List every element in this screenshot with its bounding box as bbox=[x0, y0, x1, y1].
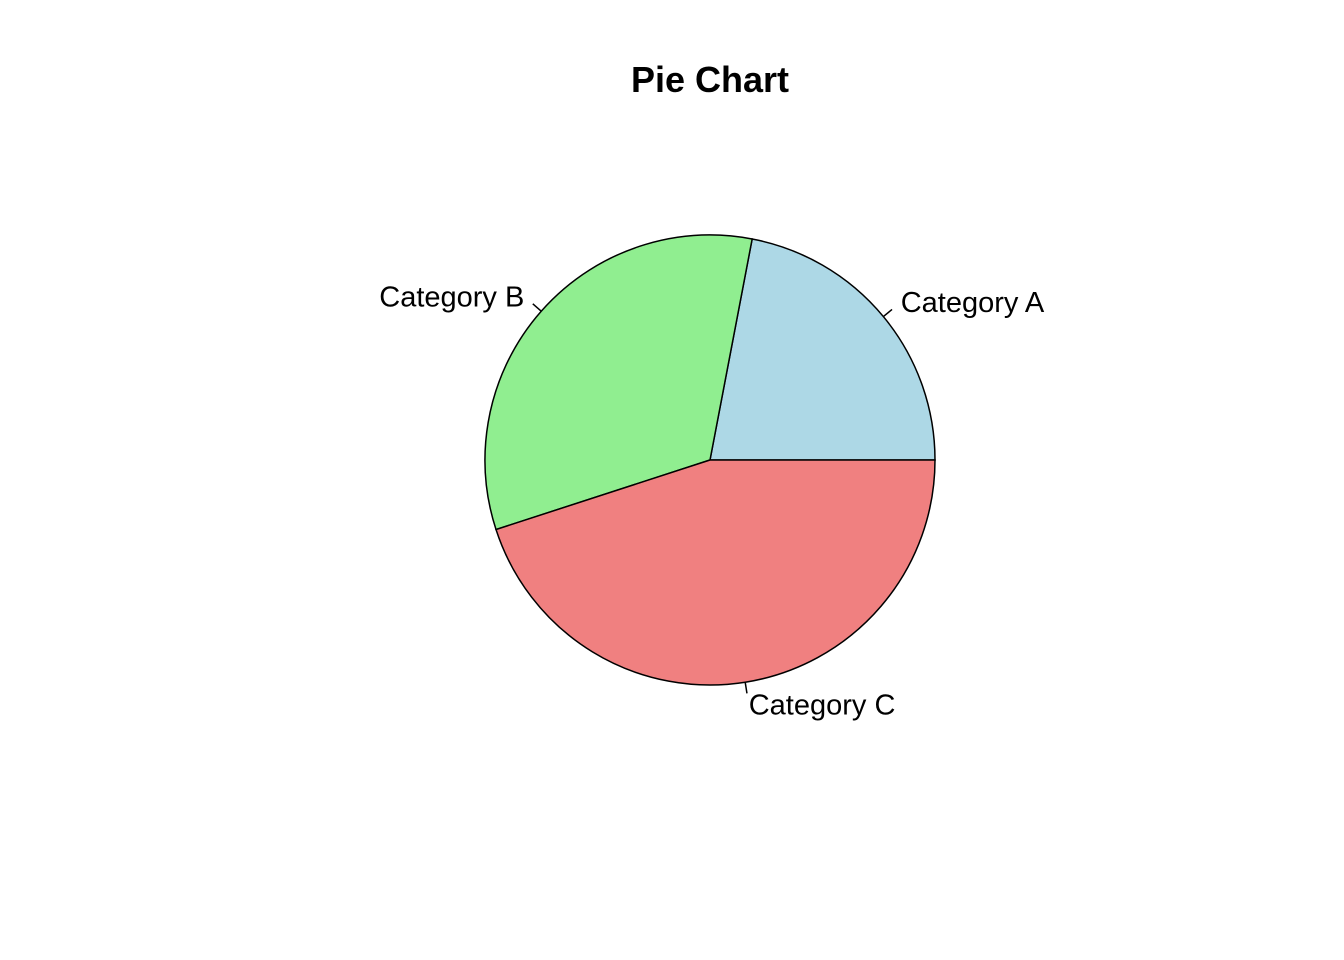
slice-label-3: Category C bbox=[749, 689, 896, 721]
pie-slice-3 bbox=[495, 459, 936, 686]
slice-label-2: Category B bbox=[379, 281, 524, 313]
pie-slice-1 bbox=[709, 238, 936, 461]
slice-leader-1 bbox=[882, 308, 893, 318]
pie-slice-2 bbox=[484, 234, 754, 531]
slice-leader-2 bbox=[532, 303, 542, 312]
slice-leader-3 bbox=[744, 682, 748, 694]
pie-slices bbox=[484, 234, 936, 686]
chart-title: Pie Chart bbox=[631, 59, 789, 100]
slice-labels: Category A Category B Category C bbox=[379, 281, 1045, 721]
label-leaders bbox=[532, 303, 893, 694]
slice-label-1: Category A bbox=[901, 287, 1045, 319]
